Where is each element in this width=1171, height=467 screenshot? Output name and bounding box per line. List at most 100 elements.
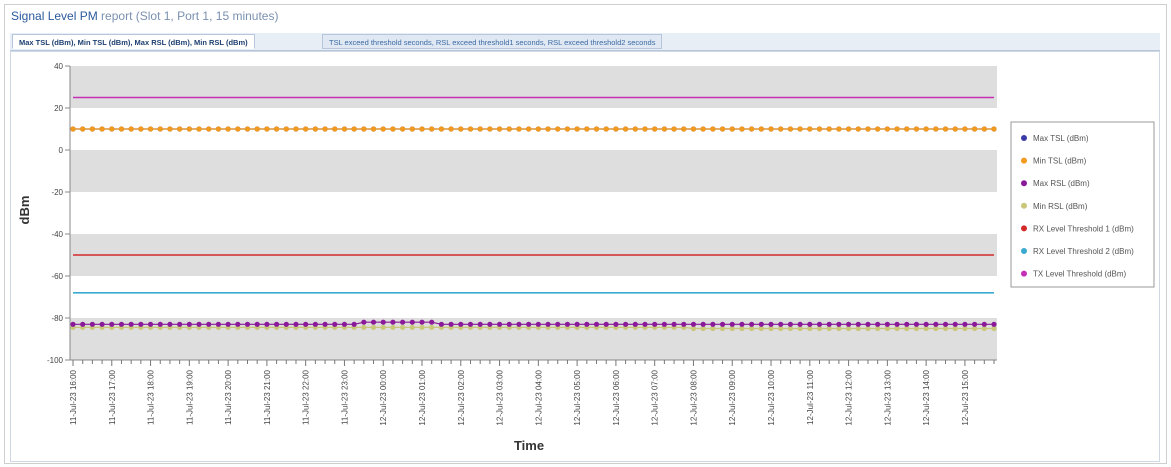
data-point [332,126,338,132]
data-point [341,126,348,132]
chart-container: 40 20 0 -20 -40 -60 -80 -100 11-Jul-23 16:00 11-… [10,51,1160,462]
data-point [167,126,173,132]
data-point [264,126,270,132]
data-point [341,321,348,327]
data-point [244,321,251,327]
data-point [797,325,803,332]
data-point [603,126,609,132]
data-point [409,324,415,331]
data-point [836,321,842,327]
data-point [438,126,444,132]
x-tick-label-1: 11-Jul-23 17:00 [108,369,117,425]
legend-label-tx-level-threshold-dbm: TX Level Threshold (dBm) [1033,270,1127,279]
data-point [719,321,726,327]
data-point [303,126,309,132]
data-point [749,126,755,132]
data-point [516,321,522,327]
data-point [351,126,357,132]
data-point [652,321,658,327]
legend-marker-max-rsl-dbm [1021,180,1027,187]
data-point [826,325,832,332]
data-point [904,321,910,327]
data-point [429,319,435,325]
data-point [370,324,377,331]
data-point [884,321,890,327]
data-point [855,325,861,332]
data-point [496,321,503,327]
report-title: Signal Level PM report (Slot 1, Port 1, … [11,9,278,23]
data-point [273,321,280,327]
data-point [380,126,386,132]
data-point [89,321,95,327]
data-point [390,324,396,331]
y-tick-label-0: 40 [54,62,63,71]
data-point [758,321,764,327]
data-point [700,126,706,132]
data-point [778,126,784,132]
data-point [719,325,726,332]
data-point [109,126,115,132]
data-point [555,126,561,132]
x-tick-label-17: 12-Jul-23 09:00 [728,369,737,425]
data-point [293,126,299,132]
data-point [652,126,658,132]
data-point [555,321,561,327]
data-point [312,321,318,327]
data-point [273,126,280,132]
data-point [923,325,929,332]
x-tick-label-0: 11-Jul-23 16:00 [69,369,78,425]
x-tick-label-10: 12-Jul-23 02:00 [457,369,466,425]
data-point [526,126,532,132]
data-point [244,126,251,132]
y-tick-label-5: -60 [51,272,63,281]
data-point [778,321,784,327]
x-tick-label-19: 12-Jul-23 11:00 [806,369,815,425]
data-point [826,126,832,132]
tab-threshold-seconds[interactable]: TSL exceed threshold seconds, RSL exceed… [322,34,663,49]
data-point [593,126,600,132]
data-point [283,321,289,327]
data-point [768,126,774,132]
data-point [400,319,406,325]
x-tick-label-5: 11-Jul-23 21:00 [263,369,272,425]
tab-signal-levels[interactable]: Max TSL (dBm), Min TSL (dBm), Max RSL (d… [12,34,255,49]
data-point [768,321,774,327]
data-point [70,126,76,132]
data-point [884,126,890,132]
legend-label-rx-level-threshold-2-dbm: RX Level Threshold 2 (dBm) [1033,247,1134,256]
data-point [177,126,183,132]
data-point [700,325,706,332]
data-point [826,321,832,327]
data-point [361,126,367,132]
x-axis: 11-Jul-23 16:00 11-Jul-23 17:00 11-Jul-23 … [69,359,997,426]
data-point [99,126,105,132]
data-point [351,321,357,327]
data-point [942,321,949,327]
data-point [603,321,609,327]
data-point [681,126,687,132]
data-point [80,321,86,327]
data-point [177,321,183,327]
legend-label-min-tsl-dbm: Min TSL (dBm) [1033,157,1087,166]
data-point [593,321,600,327]
data-point [564,321,571,327]
data-point [215,126,222,132]
data-point [972,325,978,332]
data-point [409,319,415,325]
x-tick-label-3: 11-Jul-23 19:00 [185,369,194,425]
data-point [962,325,968,332]
data-point [264,321,270,327]
data-point [448,126,454,132]
data-point [991,325,997,332]
data-point [99,321,105,327]
data-point [894,126,900,132]
x-tick-label-15: 12-Jul-23 07:00 [651,369,660,425]
x-tick-label-21: 12-Jul-23 13:00 [883,369,892,425]
data-point [487,321,493,327]
data-point [816,126,823,132]
data-point [758,126,764,132]
data-point [807,325,813,332]
data-point [768,325,774,332]
plot-bands [70,66,997,360]
legend-box [1010,121,1155,288]
